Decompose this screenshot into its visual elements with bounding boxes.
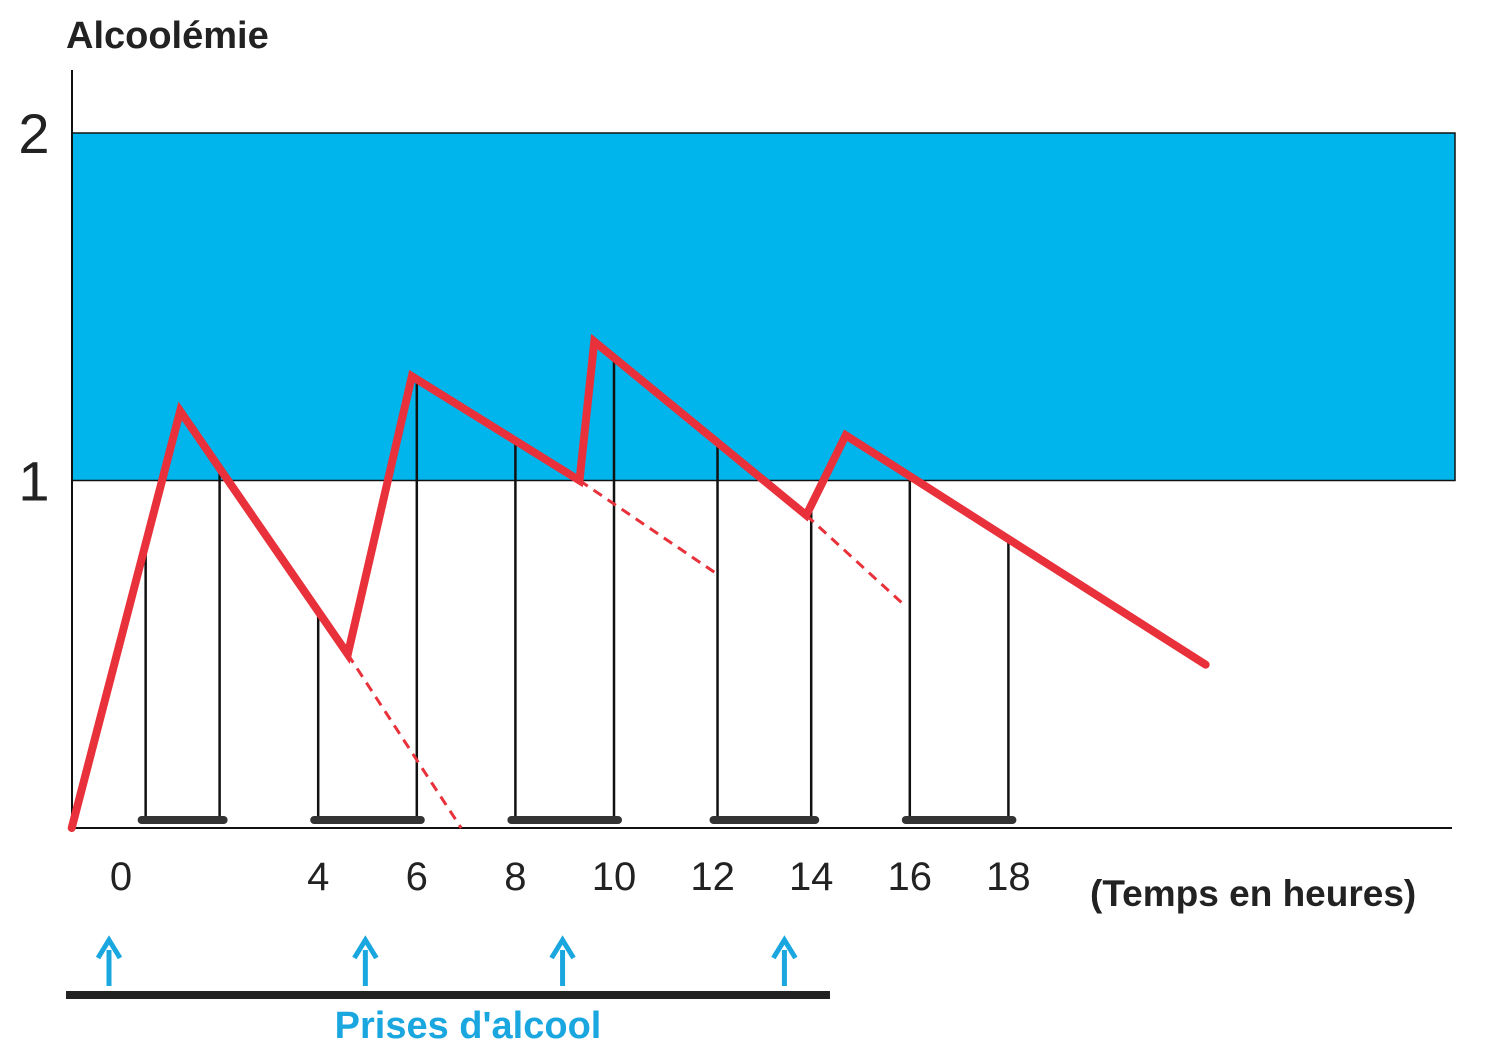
- intakes-label: Prises d'alcool: [335, 1005, 602, 1042]
- threshold-band: [71, 132, 1456, 482]
- time-bracket: [310, 379, 425, 824]
- alcohol-level-line: [67, 333, 1210, 832]
- x-tick-label: 18: [986, 855, 1031, 899]
- time-bracket: [901, 476, 1017, 824]
- intake-arrow-head: [771, 935, 798, 960]
- time-bracket: [137, 468, 228, 824]
- intake-arrow: [352, 935, 379, 986]
- y-tick-label: 2: [18, 102, 49, 165]
- y-tick-label: 1: [18, 450, 49, 513]
- x-tick-label: 8: [504, 855, 526, 899]
- x-tick-label: 10: [592, 855, 637, 899]
- intake-arrow: [771, 935, 798, 986]
- elimination-extrapolation: [346, 653, 463, 829]
- x-tick-label: 16: [888, 855, 933, 899]
- intake-arrow-head: [549, 935, 576, 960]
- x-tick-label: 6: [406, 855, 428, 899]
- intake-arrow-head: [352, 935, 379, 960]
- time-bracket: [709, 442, 820, 824]
- x-tick-label: 14: [789, 855, 834, 899]
- intake-arrow: [549, 935, 576, 986]
- x-axis-unit-label: (Temps en heures): [1090, 873, 1416, 914]
- elimination-extrapolation: [805, 514, 906, 607]
- x-tick-label: 12: [690, 855, 735, 899]
- intake-arrow-head: [95, 935, 123, 960]
- intake-arrow: [95, 935, 123, 986]
- x-tick-label: 4: [307, 855, 329, 899]
- x-tick-label: 0: [110, 855, 132, 899]
- elimination-extrapolation: [578, 479, 719, 576]
- time-bracket: [507, 357, 622, 824]
- y-axis-label: Alcoolémie: [66, 15, 269, 57]
